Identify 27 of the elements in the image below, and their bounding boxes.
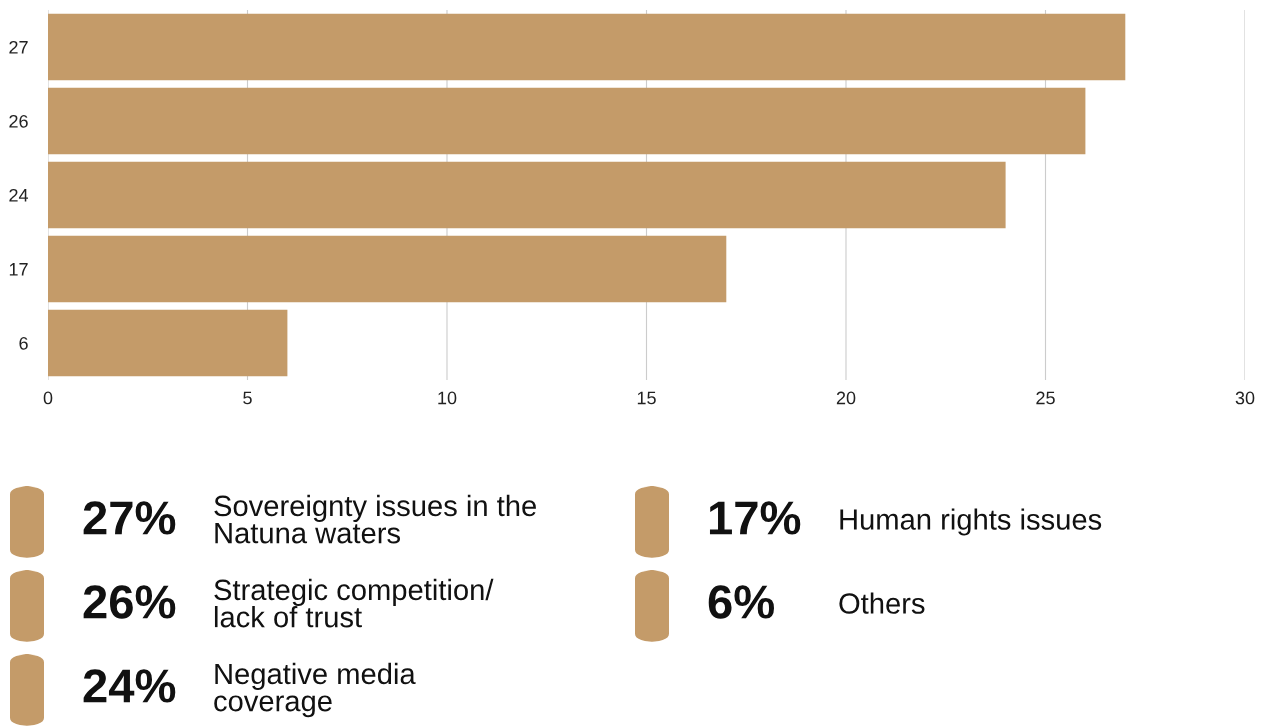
y-tick-label: 24	[9, 188, 29, 202]
y-tick-label: 26	[9, 114, 28, 128]
y-tick-label: 27	[9, 40, 28, 54]
bar	[48, 87, 1086, 155]
y-tick-label: 6	[19, 336, 28, 350]
text: 24%	[83, 669, 176, 703]
text: Sovereignty issues in the Natuna waters	[214, 494, 536, 544]
x-tick-label: 25	[1036, 391, 1055, 405]
x-tick-label: 5	[243, 391, 252, 405]
y-tick-label: 17	[9, 263, 28, 276]
text: 26%	[83, 585, 176, 619]
bar	[48, 235, 727, 303]
x-tick-label: 0	[43, 391, 53, 405]
text: 17%	[709, 501, 801, 535]
text: Others	[839, 592, 925, 614]
x-tick-label: 20	[836, 391, 856, 405]
x-tick-label: 15	[637, 391, 656, 405]
bar	[48, 13, 1126, 81]
bar	[48, 309, 288, 377]
text: Human rights issues	[840, 508, 1102, 536]
x-tick-label: 30	[1235, 391, 1255, 405]
text: 27%	[83, 501, 176, 535]
text: Strategic competition/ lack of trust	[214, 578, 494, 628]
text: 6%	[708, 585, 775, 619]
bar	[48, 161, 1006, 229]
text: Negative media coverage	[214, 662, 416, 718]
x-tick-label: 10	[438, 391, 457, 405]
